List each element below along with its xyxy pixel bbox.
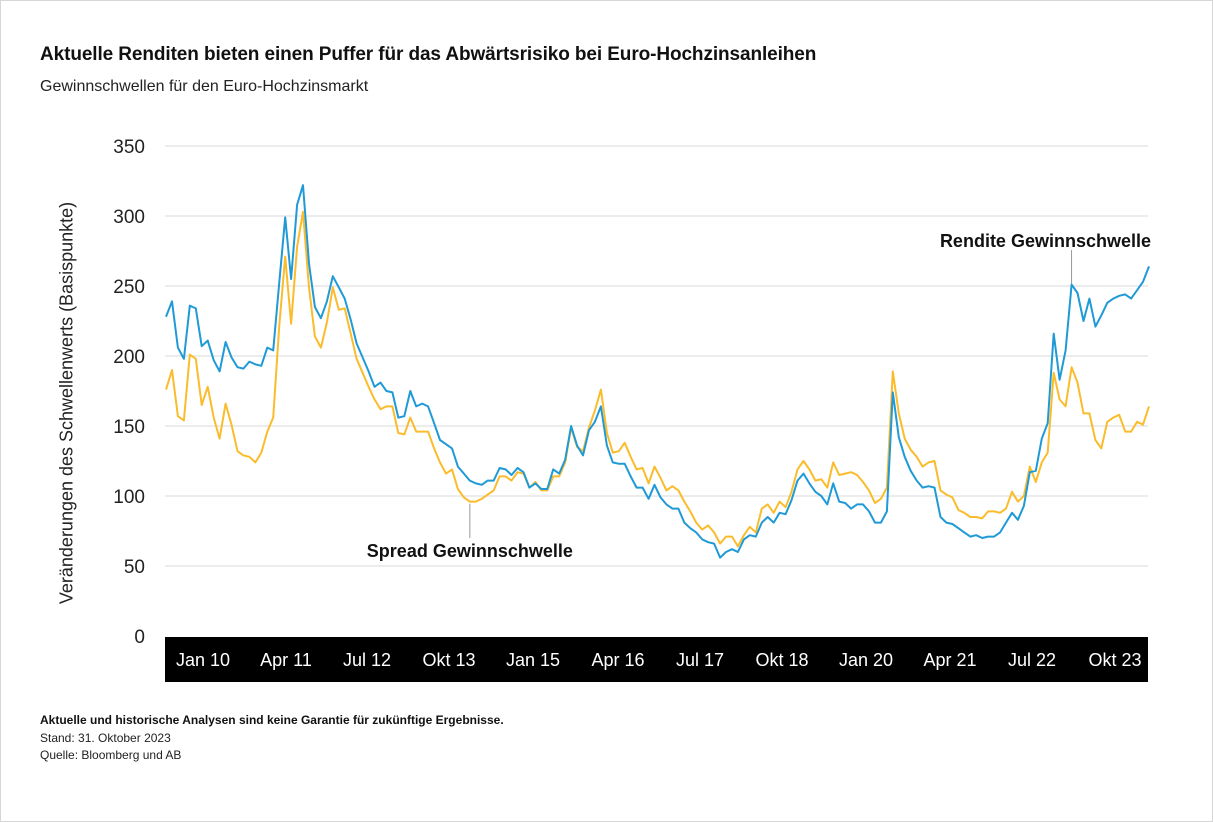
y-tick-label: 100 <box>113 487 145 508</box>
y-tick-label: 150 <box>113 417 145 438</box>
series-line-rendite <box>165 184 1150 559</box>
y-tick-label: 300 <box>113 207 145 228</box>
x-tick-label: Okt 13 <box>422 650 475 670</box>
y-tick-label: 200 <box>113 347 145 368</box>
date-note: Stand: 31. Oktober 2023 <box>40 731 171 745</box>
source-note: Quelle: Bloomberg und AB <box>40 748 182 762</box>
chart-title: Aktuelle Renditen bieten einen Puffer fü… <box>40 44 817 65</box>
annotation-spread-label: Spread Gewinnschwelle <box>367 541 573 561</box>
annotation-rendite-label: Rendite Gewinnschwelle <box>940 231 1151 251</box>
x-tick-label: Jan 10 <box>176 650 230 670</box>
x-tick-label: Apr 16 <box>591 650 644 670</box>
disclaimer-note: Aktuelle und historische Analysen sind k… <box>40 713 504 727</box>
y-tick-label: 50 <box>124 557 145 578</box>
x-tick-label: Jul 12 <box>343 650 391 670</box>
y-tick-label: 350 <box>113 137 145 158</box>
x-axis-bar <box>165 637 1148 682</box>
chart-subtitle: Gewinnschwellen für den Euro-Hochzinsmar… <box>40 78 369 95</box>
y-tick-label: 0 <box>134 627 145 648</box>
x-tick-label: Okt 23 <box>1088 650 1141 670</box>
x-tick-label: Jul 22 <box>1008 650 1056 670</box>
x-tick-label: Okt 18 <box>755 650 808 670</box>
series-line-spread <box>165 210 1150 548</box>
x-tick-label: Apr 21 <box>923 650 976 670</box>
x-tick-label: Jul 17 <box>676 650 724 670</box>
y-tick-label: 250 <box>113 277 145 298</box>
x-tick-label: Jan 15 <box>506 650 560 670</box>
x-tick-label: Apr 11 <box>260 650 312 670</box>
x-tick-label: Jan 20 <box>839 650 893 670</box>
